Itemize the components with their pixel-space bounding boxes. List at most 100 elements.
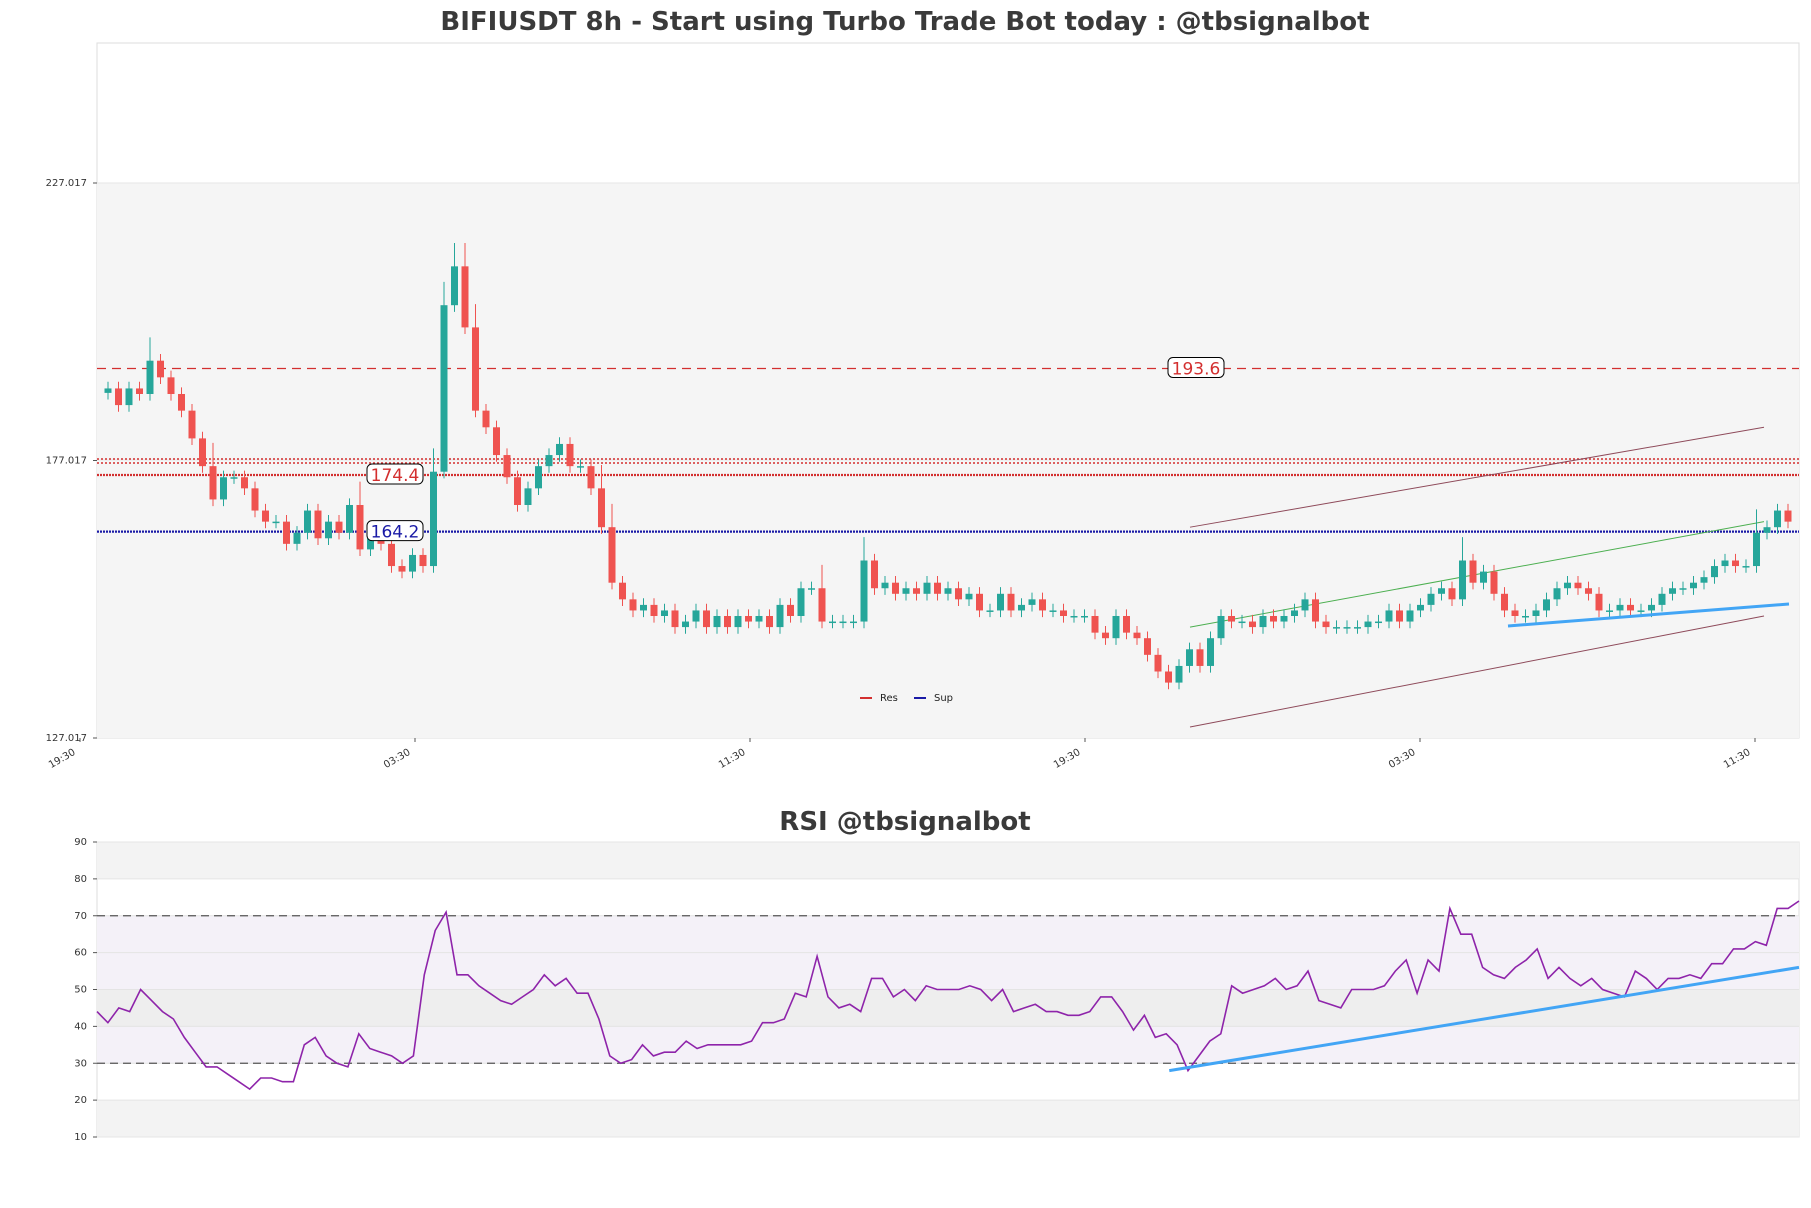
candle-body [1228,615,1235,622]
candle-body [1669,588,1676,594]
candle-body [325,521,332,539]
rsi-y-tick-label: 50 [74,985,87,996]
candle-body [1763,527,1771,533]
candle-body [797,588,805,616]
candle-body [1385,610,1393,622]
candle-body [220,477,227,500]
candle-body [1007,593,1015,611]
candle-body [430,471,437,567]
candle-body [692,610,700,622]
candle-body [1469,560,1477,583]
rsi-panel: 10 20 30 40 50 60 70 80 90 [74,837,1800,1143]
candle-body [1217,615,1225,639]
candle-body [1312,599,1319,622]
candle-body [1112,615,1120,639]
candle-body [514,477,521,505]
candle-body [860,560,868,622]
candle-body [1396,610,1403,622]
candle-body [1291,610,1298,616]
candle-body [1259,615,1267,628]
candle-body [472,327,479,411]
candle-body [1511,610,1519,616]
candle-body [230,477,238,479]
candle-body [335,521,343,533]
candle-body [1522,615,1529,618]
level-label-174.4: 174.4 [371,466,420,486]
price-y-tick-label: 227.017 [46,178,87,189]
candle-body [1606,610,1613,612]
candle-body [1070,615,1078,618]
support-trendline [1507,602,1790,628]
candle-body [356,504,364,550]
rsi-band-upper [97,842,1799,879]
candle-body [1627,604,1634,611]
rsi-guide-lines [97,915,1799,1064]
candle-body [1207,638,1214,666]
candle-body [913,588,920,594]
candle-body [1238,621,1246,624]
candle-body [839,621,847,624]
candle-body [482,410,490,428]
candle-body [619,582,626,600]
candle-body [1186,649,1193,666]
candle-body [1165,671,1172,683]
candle-body [944,588,952,594]
candle-body [566,443,574,467]
rsi-line [96,900,1800,1091]
candle-body [1175,665,1183,683]
candle-body [1364,621,1372,628]
candle-body [577,466,584,468]
candle-body [314,510,322,539]
candle-body [1438,588,1445,594]
candle-body [682,621,689,628]
legend-sup-label: Sup [934,693,953,704]
price-x-tick-label: 03:30 [1387,747,1417,771]
candle-body [850,621,857,624]
candle-body [1060,610,1067,616]
candle-body [1648,604,1655,611]
rsi-y-tick-label: 40 [74,1021,87,1032]
candle-body [661,610,668,616]
rsi-chart-title: RSI @tbsignalbot [779,807,1030,837]
candle-body [1448,588,1456,600]
candle-body [1102,632,1109,639]
candle-body [1732,560,1739,567]
candle-body [1616,604,1624,611]
price-x-axis: 19:30 03:30 11:30 19:30 03:30 11:30 [47,738,1756,771]
candle-body [1574,582,1582,589]
candle-body [283,521,290,544]
candle-body [440,305,448,472]
candle-body [934,582,941,594]
candle-body [398,566,406,572]
candle-body [409,554,416,572]
candle-body [650,604,658,616]
candle-body [881,582,889,589]
candle-body [146,360,154,394]
candle-body [1049,610,1057,612]
candle-body [1081,615,1088,618]
candle-body [461,266,469,328]
candle-body [787,604,794,616]
candle-body [1690,582,1697,589]
candle-body [503,455,511,478]
price-y-tick-label: 127.017 [46,733,87,744]
candle-body [167,377,175,394]
candle-body [125,388,133,406]
candle-body [1343,627,1351,629]
candle-body [1753,532,1760,567]
candle-body [902,588,910,594]
candle-body [745,615,752,622]
candle-body [157,360,164,378]
candle-body [493,427,500,456]
candle-body [178,393,185,411]
candle-body [1490,571,1498,594]
legend-res-label: Res [880,693,898,704]
candle-body [1637,610,1645,612]
candle-body [1406,610,1414,622]
candle-body [136,388,143,394]
candle-body [1700,577,1708,583]
level-label-164.2: 164.2 [371,523,420,543]
candle-body [1784,510,1792,522]
